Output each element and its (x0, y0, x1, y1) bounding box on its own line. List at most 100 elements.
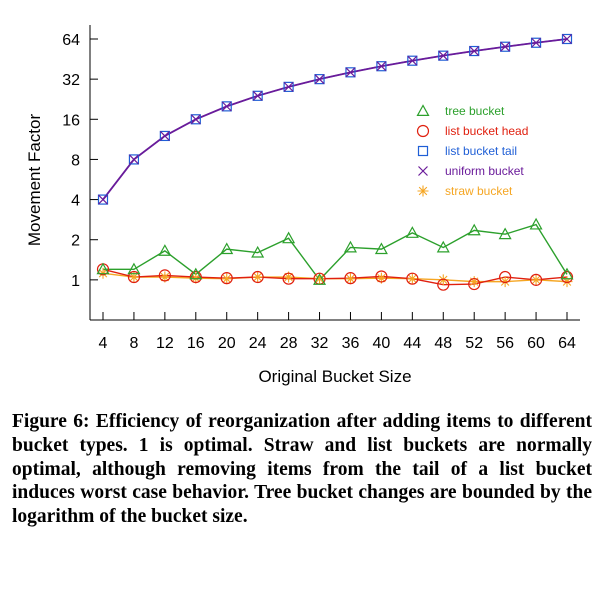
series-line-list-bucket-head (102, 268, 568, 286)
data-point-straw-bucket (221, 273, 233, 285)
y-tick-label: 1 (71, 273, 80, 290)
data-point-list-bucket-head (529, 273, 543, 286)
data-point-uniform-bucket (129, 154, 139, 165)
data-point-tree-bucket (313, 273, 327, 285)
series-lines (102, 38, 568, 286)
data-point-uniform-bucket (98, 194, 108, 205)
data-point-tree-bucket (220, 242, 234, 255)
x-tick-label: 4 (99, 335, 108, 352)
y-tick-label: 4 (71, 193, 80, 210)
legend-marker-list-bucket-head (416, 124, 430, 138)
data-point-tree-bucket (343, 240, 357, 253)
series-markers (96, 33, 574, 291)
data-point-list-bucket-head (560, 270, 574, 284)
data-point-list-bucket-head (499, 270, 512, 284)
legend-marker-uniform-bucket (418, 166, 428, 176)
data-point-straw-bucket (499, 276, 511, 288)
data-point-list-bucket-tail (561, 33, 573, 45)
data-point-list-bucket-head (158, 269, 171, 282)
x-tick-label: 8 (129, 335, 138, 352)
y-ticks: 1 2 4 8 16 32 64 (62, 32, 98, 290)
data-point-uniform-bucket (159, 131, 170, 141)
data-point-straw-bucket (314, 273, 326, 285)
x-tick-label: 20 (218, 335, 236, 352)
series-line-uniform-bucket (102, 38, 568, 201)
data-point-uniform-bucket (562, 34, 572, 44)
x-tick-label: 44 (403, 335, 421, 352)
x-tick-label: 56 (496, 335, 514, 352)
x-tick-label: 36 (342, 335, 360, 352)
legend-marker-straw-bucket (417, 185, 429, 197)
x-tick-label: 52 (465, 335, 483, 352)
data-point-straw-bucket (159, 271, 171, 283)
x-tick-label: 16 (187, 335, 205, 352)
data-point-uniform-bucket (531, 37, 541, 48)
axes (89, 25, 580, 321)
data-point-list-bucket-tail (407, 55, 418, 66)
x-tick-label: 32 (311, 335, 329, 352)
data-point-tree-bucket (436, 240, 450, 253)
data-point-straw-bucket (437, 274, 449, 286)
y-tick-label: 64 (62, 32, 80, 49)
y-tick-label: 2 (71, 233, 80, 250)
data-point-tree-bucket (467, 223, 481, 236)
data-point-list-bucket-tail (283, 81, 294, 92)
data-point-list-bucket-head (220, 272, 233, 285)
legend-label-straw-bucket: straw bucket (445, 184, 513, 198)
data-point-uniform-bucket (190, 114, 201, 125)
data-point-list-bucket-tail (438, 50, 449, 61)
y-tick-label: 16 (62, 112, 80, 129)
data-point-straw-bucket (530, 274, 542, 286)
data-point-list-bucket-tail (376, 61, 387, 72)
series-line-straw-bucket (102, 272, 568, 283)
data-point-list-bucket-head (468, 277, 481, 291)
data-point-uniform-bucket (438, 50, 449, 61)
x-tick-label: 48 (434, 335, 452, 352)
data-point-list-bucket-tail (128, 154, 140, 165)
data-point-uniform-bucket (345, 67, 356, 78)
data-point-list-bucket-head (375, 270, 388, 283)
data-point-list-bucket-head (251, 270, 264, 284)
y-tick-label: 32 (62, 72, 80, 89)
x-tick-label: 40 (373, 335, 391, 352)
data-point-tree-bucket (282, 231, 296, 244)
data-point-list-bucket-tail (500, 41, 511, 52)
data-point-uniform-bucket (221, 101, 232, 112)
x-tick-label: 12 (156, 335, 174, 352)
data-point-list-bucket-head (406, 272, 419, 285)
x-tick-label: 28 (280, 335, 298, 352)
legend-marker-list-bucket-tail (417, 145, 429, 157)
data-point-uniform-bucket (252, 90, 263, 101)
data-point-list-bucket-tail (345, 67, 356, 78)
data-point-tree-bucket (498, 227, 512, 240)
data-point-tree-bucket (529, 217, 543, 230)
data-point-straw-bucket (344, 273, 356, 285)
data-point-uniform-bucket (283, 81, 294, 92)
data-point-straw-bucket (406, 273, 418, 285)
data-point-uniform-bucket (469, 46, 480, 56)
data-point-tree-bucket (374, 242, 388, 255)
data-point-uniform-bucket (500, 41, 511, 52)
data-point-tree-bucket (96, 262, 110, 275)
legend-marker-tree-bucket (416, 104, 430, 117)
x-tick-label: 24 (249, 335, 267, 352)
data-point-tree-bucket (127, 262, 141, 275)
data-point-list-bucket-tail (159, 130, 170, 142)
x-tick-label: 60 (527, 335, 545, 352)
data-point-list-bucket-head (344, 272, 357, 285)
chart-container: 1 2 4 8 16 32 64 4 8 12 16 20 24 28 32 36 40 44 48 52 56 60 6… (25, 25, 580, 386)
data-point-list-bucket-tail (252, 90, 263, 101)
data-point-straw-bucket (561, 276, 573, 288)
data-point-list-bucket-head (127, 270, 141, 284)
x-ticks: 4 8 12 16 20 24 28 32 36 40 44 48 52 56 60 64 (99, 312, 576, 352)
data-point-straw-bucket (468, 276, 480, 288)
y-axis-label: Movement Factor (25, 114, 44, 247)
data-point-tree-bucket (251, 245, 265, 258)
data-point-list-bucket-head (437, 278, 450, 291)
data-point-list-bucket-tail (469, 45, 480, 57)
data-point-uniform-bucket (407, 55, 418, 66)
series-line-tree-bucket (103, 223, 568, 281)
data-point-list-bucket-tail (190, 114, 201, 125)
data-point-uniform-bucket (376, 61, 387, 72)
